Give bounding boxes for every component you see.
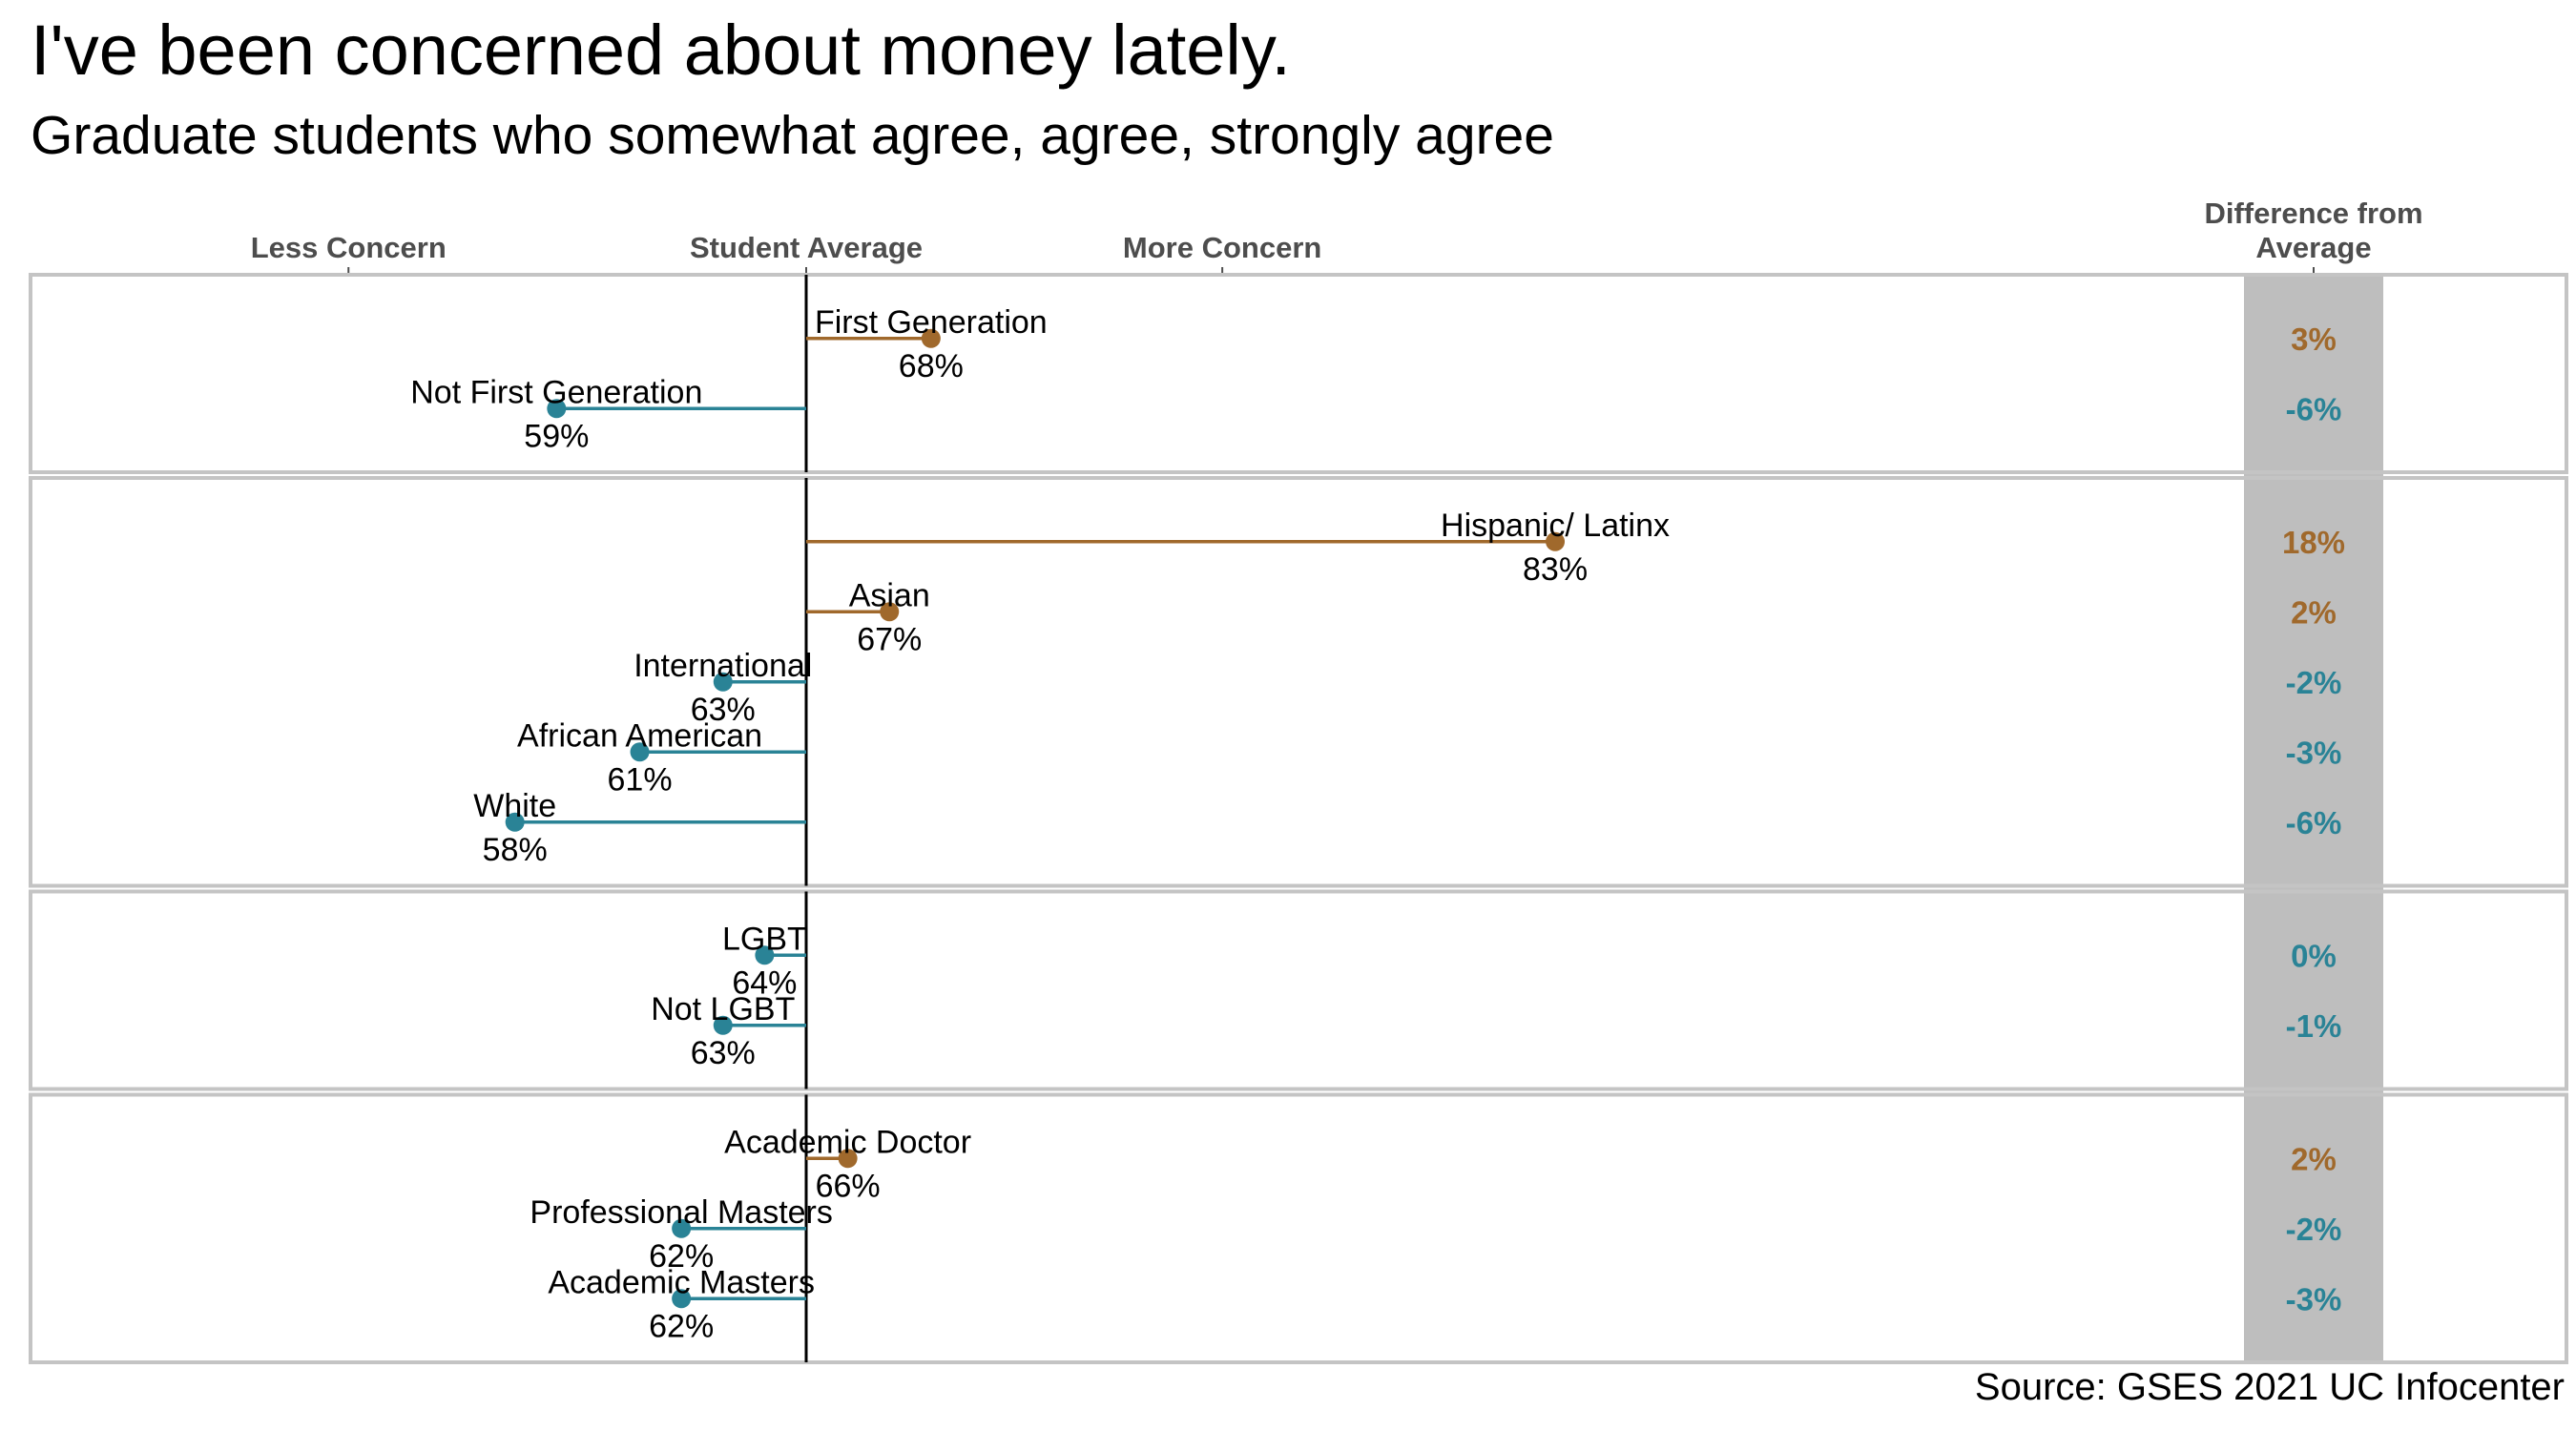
lollipop-dot bbox=[547, 399, 567, 419]
lollipop-dot bbox=[838, 1149, 858, 1169]
data-row: Asian 67% 2% bbox=[806, 577, 2337, 657]
panel-border bbox=[29, 1092, 2568, 1364]
data-row: International 63% -2% bbox=[634, 648, 2341, 728]
category-label: Hispanic/ Latinx bbox=[1441, 508, 1670, 544]
data-row: Academic Doctor 66% 2% bbox=[724, 1124, 2337, 1204]
value-label: 64% bbox=[732, 964, 797, 1001]
lollipop-dot bbox=[921, 328, 941, 348]
data-row: African American 61% -3% bbox=[517, 717, 2341, 798]
lollipop-dot bbox=[672, 1218, 692, 1238]
value-label: 61% bbox=[608, 761, 673, 798]
difference-band bbox=[2244, 275, 2383, 1362]
lollipop-dot bbox=[713, 672, 733, 692]
category-label: International bbox=[634, 648, 812, 684]
lollipop-dot bbox=[880, 602, 900, 622]
value-label: 67% bbox=[857, 621, 922, 657]
difference-label: -2% bbox=[2286, 665, 2342, 700]
data-row: LGBT 64% 0% bbox=[722, 921, 2337, 1001]
difference-label: -1% bbox=[2286, 1008, 2342, 1044]
value-label: 62% bbox=[649, 1238, 714, 1275]
difference-label: -3% bbox=[2286, 1281, 2342, 1317]
category-label: Not LGBT bbox=[651, 991, 795, 1027]
difference-label: -2% bbox=[2286, 1212, 2342, 1247]
chart-subtitle: Graduate students who somewhat agree, ag… bbox=[31, 105, 1554, 166]
category-label: White bbox=[473, 788, 556, 824]
difference-header-line-0: Difference from bbox=[2204, 197, 2422, 230]
difference-label: 2% bbox=[2291, 594, 2337, 630]
difference-label: 0% bbox=[2291, 938, 2337, 973]
value-label: 63% bbox=[691, 692, 756, 728]
category-label: Professional Masters bbox=[530, 1194, 832, 1231]
data-row: White 58% -6% bbox=[473, 788, 2341, 868]
difference-label: -3% bbox=[2286, 735, 2342, 770]
lollipop-dot bbox=[630, 742, 650, 762]
lollipop-dot bbox=[505, 812, 525, 832]
axis-label-1: Student Average bbox=[690, 231, 923, 264]
difference-label: -6% bbox=[2286, 805, 2342, 840]
value-label: 58% bbox=[483, 832, 548, 868]
axis-label-0: Less Concern bbox=[251, 231, 447, 264]
data-row: Academic Masters 62% -3% bbox=[548, 1264, 2341, 1344]
category-label: Asian bbox=[849, 577, 930, 613]
category-label: First Generation bbox=[815, 304, 1048, 341]
data-row: Professional Masters 62% -2% bbox=[530, 1194, 2341, 1275]
category-label: LGBT bbox=[722, 921, 807, 957]
data-row: Not LGBT 63% -1% bbox=[651, 991, 2341, 1071]
chart-title: I've been concerned about money lately. bbox=[31, 10, 1291, 90]
category-label: Academic Doctor bbox=[724, 1124, 971, 1160]
panel-border bbox=[29, 476, 2568, 888]
data-row: First Generation 68% 3% bbox=[806, 304, 2337, 384]
panel-2: LGBT 64% 0% Not LGBT 63% -1% bbox=[29, 889, 2568, 1091]
value-label: 68% bbox=[899, 348, 964, 384]
lollipop-dot bbox=[672, 1289, 692, 1309]
value-label: 63% bbox=[691, 1035, 756, 1071]
lollipop-dot bbox=[713, 1015, 733, 1035]
lollipop-dot bbox=[755, 945, 775, 965]
data-row: Not First Generation 59% -6% bbox=[410, 374, 2341, 454]
axis-label-2: More Concern bbox=[1123, 231, 1321, 264]
value-label: 83% bbox=[1523, 551, 1588, 588]
data-row: Hispanic/ Latinx 83% 18% bbox=[806, 508, 2345, 588]
value-label: 62% bbox=[649, 1308, 714, 1344]
difference-label: -6% bbox=[2286, 391, 2342, 426]
value-label: 66% bbox=[816, 1168, 881, 1204]
value-label: 59% bbox=[524, 418, 589, 454]
panel-0: First Generation 68% 3% Not First Generatio… bbox=[29, 273, 2568, 474]
source-note: Source: GSES 2021 UC Infocenter bbox=[1974, 1366, 2565, 1408]
panel-1: Hispanic/ Latinx 83% 18% Asian 67% 2% Internat… bbox=[29, 476, 2568, 888]
lollipop-dot bbox=[1546, 531, 1566, 551]
category-label: Academic Masters bbox=[548, 1264, 815, 1300]
panel-3: Academic Doctor 66% 2% Professional Masters… bbox=[29, 1092, 2568, 1364]
category-label: Not First Generation bbox=[410, 374, 702, 410]
category-label: African American bbox=[517, 717, 762, 754]
panel-border bbox=[29, 889, 2568, 1091]
difference-label: 2% bbox=[2291, 1141, 2337, 1176]
difference-header-line-1: Average bbox=[2255, 231, 2371, 264]
difference-label: 18% bbox=[2282, 525, 2345, 560]
difference-label: 3% bbox=[2291, 321, 2337, 357]
panel-border bbox=[29, 273, 2568, 474]
